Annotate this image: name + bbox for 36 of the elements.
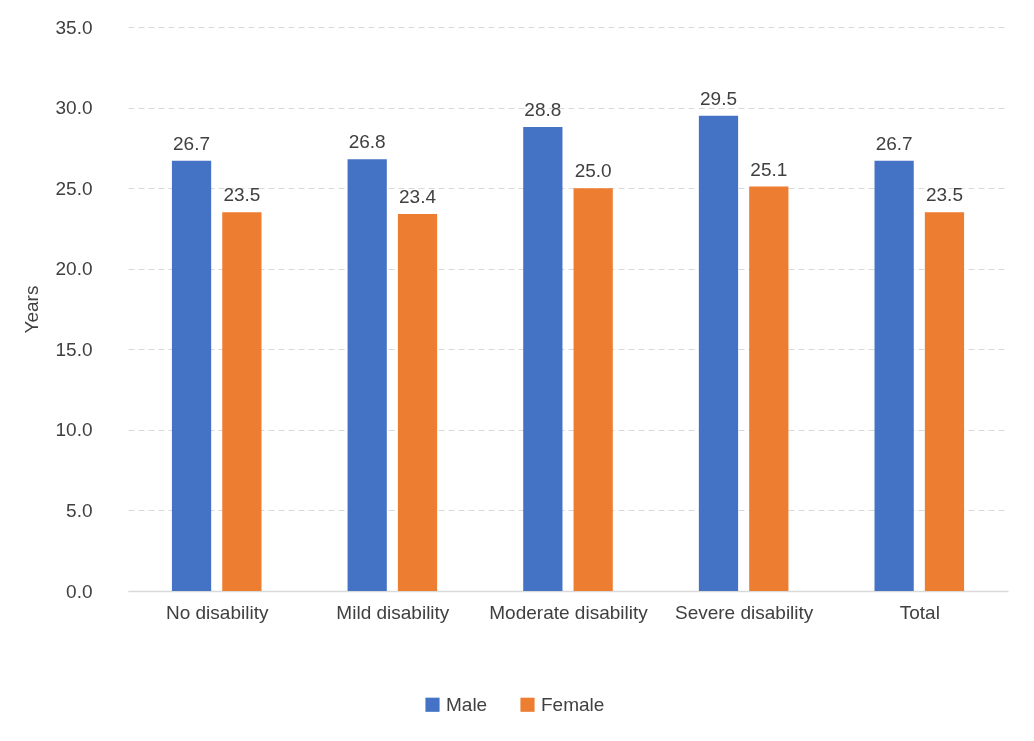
bar [171,160,212,591]
y-tick-label: 5.0 [66,499,93,521]
bar [924,212,965,591]
bar [874,160,914,591]
bar [222,212,262,591]
data-label: 25.0 [574,160,612,182]
legend-label: Male [446,693,488,715]
data-label: 26.7 [875,132,913,154]
x-tick-label: Moderate disability [489,601,649,623]
bar [347,159,387,591]
data-label: 23.5 [925,184,963,206]
y-tick-label: 20.0 [55,258,93,280]
bar [749,186,789,591]
x-tick-label: No disability [165,601,269,623]
y-tick-label: 10.0 [55,419,93,441]
data-label: 29.5 [699,87,737,109]
y-tick-label: 25.0 [55,177,93,199]
x-tick-label: Mild disability [336,601,450,623]
bar [698,115,739,591]
data-label: 25.1 [750,158,788,180]
y-tick-label: 35.0 [55,16,93,38]
legend-label: Female [541,693,605,715]
y-tick-label: 30.0 [55,97,93,119]
data-label: 23.4 [399,185,437,207]
data-label: 26.7 [173,132,211,154]
bar [523,126,563,591]
y-axis-title: Years [20,285,42,334]
bar [397,213,438,591]
bar [573,188,613,591]
data-label: 26.8 [348,131,386,153]
y-tick-label: 0.0 [66,580,93,602]
y-tick-label: 15.0 [55,338,93,360]
data-label: 28.8 [524,98,562,120]
x-tick-label: Total [899,601,940,623]
x-tick-label: Severe disability [674,601,814,623]
data-label: 23.5 [223,184,261,206]
